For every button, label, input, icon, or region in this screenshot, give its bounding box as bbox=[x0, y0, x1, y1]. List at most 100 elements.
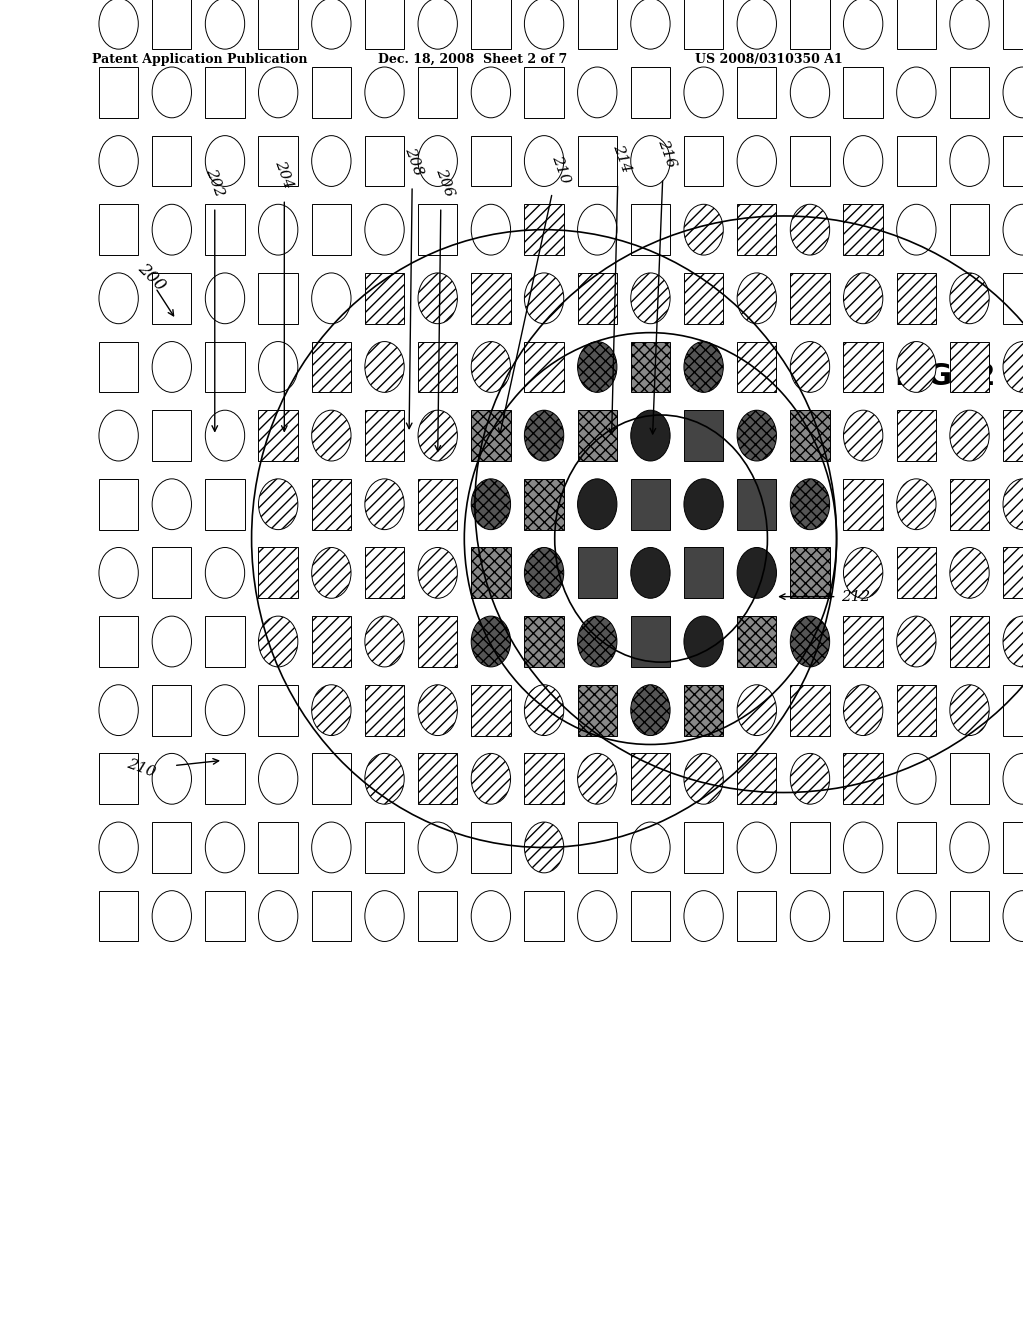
Circle shape bbox=[418, 685, 458, 735]
Bar bbox=[311, 67, 351, 117]
Bar bbox=[844, 891, 883, 941]
Bar bbox=[206, 616, 245, 667]
Circle shape bbox=[578, 205, 616, 255]
Bar bbox=[418, 754, 458, 804]
Text: 200: 200 bbox=[134, 260, 169, 294]
Bar bbox=[737, 342, 776, 392]
Circle shape bbox=[365, 891, 404, 941]
Bar bbox=[99, 479, 138, 529]
Circle shape bbox=[206, 273, 245, 323]
Bar bbox=[99, 205, 138, 255]
Bar bbox=[950, 205, 989, 255]
Bar bbox=[365, 411, 404, 461]
Circle shape bbox=[471, 754, 511, 804]
Circle shape bbox=[471, 205, 511, 255]
Bar bbox=[311, 754, 351, 804]
Bar bbox=[471, 548, 511, 598]
Bar bbox=[418, 616, 458, 667]
Circle shape bbox=[631, 273, 670, 323]
Bar bbox=[418, 342, 458, 392]
Circle shape bbox=[897, 342, 936, 392]
Bar bbox=[99, 891, 138, 941]
Circle shape bbox=[471, 342, 511, 392]
Circle shape bbox=[791, 342, 829, 392]
Circle shape bbox=[206, 548, 245, 598]
Circle shape bbox=[791, 67, 829, 117]
Circle shape bbox=[206, 136, 245, 186]
Bar bbox=[897, 411, 936, 461]
Circle shape bbox=[418, 411, 458, 461]
Bar bbox=[631, 479, 670, 529]
Bar bbox=[524, 342, 564, 392]
Bar bbox=[791, 273, 829, 323]
Circle shape bbox=[950, 685, 989, 735]
Bar bbox=[684, 822, 723, 873]
Bar bbox=[153, 0, 191, 49]
Bar bbox=[684, 411, 723, 461]
Circle shape bbox=[365, 616, 404, 667]
Circle shape bbox=[418, 548, 458, 598]
Circle shape bbox=[365, 342, 404, 392]
Circle shape bbox=[684, 205, 723, 255]
Circle shape bbox=[99, 273, 138, 323]
Bar bbox=[950, 479, 989, 529]
Text: 212: 212 bbox=[841, 590, 870, 603]
Circle shape bbox=[99, 685, 138, 735]
Circle shape bbox=[311, 548, 351, 598]
Circle shape bbox=[791, 205, 829, 255]
Bar bbox=[311, 891, 351, 941]
Bar bbox=[1004, 0, 1024, 49]
Bar bbox=[578, 0, 616, 49]
Circle shape bbox=[365, 479, 404, 529]
Circle shape bbox=[1004, 891, 1024, 941]
Circle shape bbox=[578, 479, 616, 529]
Bar bbox=[897, 685, 936, 735]
Circle shape bbox=[631, 136, 670, 186]
Circle shape bbox=[897, 754, 936, 804]
Bar bbox=[684, 685, 723, 735]
Bar bbox=[365, 822, 404, 873]
Bar bbox=[950, 891, 989, 941]
Bar bbox=[206, 67, 245, 117]
Bar bbox=[684, 136, 723, 186]
Circle shape bbox=[737, 822, 776, 873]
Circle shape bbox=[791, 616, 829, 667]
Bar bbox=[311, 342, 351, 392]
Circle shape bbox=[258, 205, 298, 255]
Circle shape bbox=[206, 822, 245, 873]
Circle shape bbox=[844, 411, 883, 461]
Text: 210: 210 bbox=[549, 153, 572, 185]
Circle shape bbox=[1004, 342, 1024, 392]
Circle shape bbox=[897, 891, 936, 941]
Circle shape bbox=[684, 891, 723, 941]
Bar bbox=[578, 548, 616, 598]
Circle shape bbox=[684, 479, 723, 529]
Text: FIG. 2: FIG. 2 bbox=[895, 362, 995, 391]
Circle shape bbox=[418, 136, 458, 186]
Bar bbox=[737, 616, 776, 667]
Circle shape bbox=[578, 67, 616, 117]
Bar bbox=[418, 891, 458, 941]
Circle shape bbox=[631, 548, 670, 598]
Circle shape bbox=[578, 616, 616, 667]
Circle shape bbox=[418, 273, 458, 323]
Bar bbox=[258, 685, 298, 735]
Bar bbox=[153, 273, 191, 323]
Text: 204: 204 bbox=[272, 158, 296, 190]
Circle shape bbox=[684, 67, 723, 117]
Bar bbox=[578, 136, 616, 186]
Circle shape bbox=[844, 548, 883, 598]
Circle shape bbox=[791, 891, 829, 941]
Bar bbox=[524, 754, 564, 804]
Circle shape bbox=[311, 0, 351, 49]
Circle shape bbox=[524, 411, 564, 461]
Bar bbox=[844, 754, 883, 804]
Circle shape bbox=[153, 479, 191, 529]
Circle shape bbox=[897, 205, 936, 255]
Circle shape bbox=[311, 822, 351, 873]
Bar bbox=[844, 67, 883, 117]
Circle shape bbox=[631, 685, 670, 735]
Bar bbox=[684, 0, 723, 49]
Circle shape bbox=[524, 136, 564, 186]
Circle shape bbox=[206, 685, 245, 735]
